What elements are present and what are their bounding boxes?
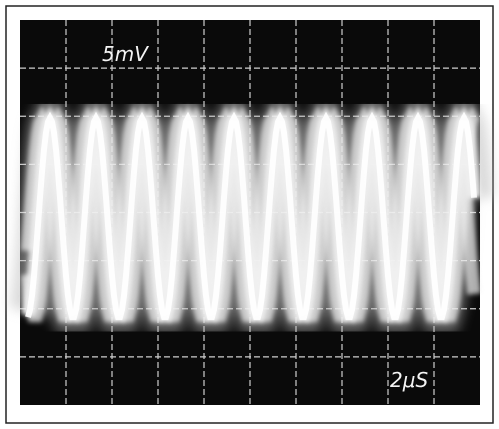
waveform <box>8 82 494 333</box>
waveform-trace <box>21 105 481 323</box>
volts-label: 5mV <box>102 42 149 66</box>
time-label: 2μS <box>390 368 428 392</box>
waveform-core <box>25 111 477 321</box>
